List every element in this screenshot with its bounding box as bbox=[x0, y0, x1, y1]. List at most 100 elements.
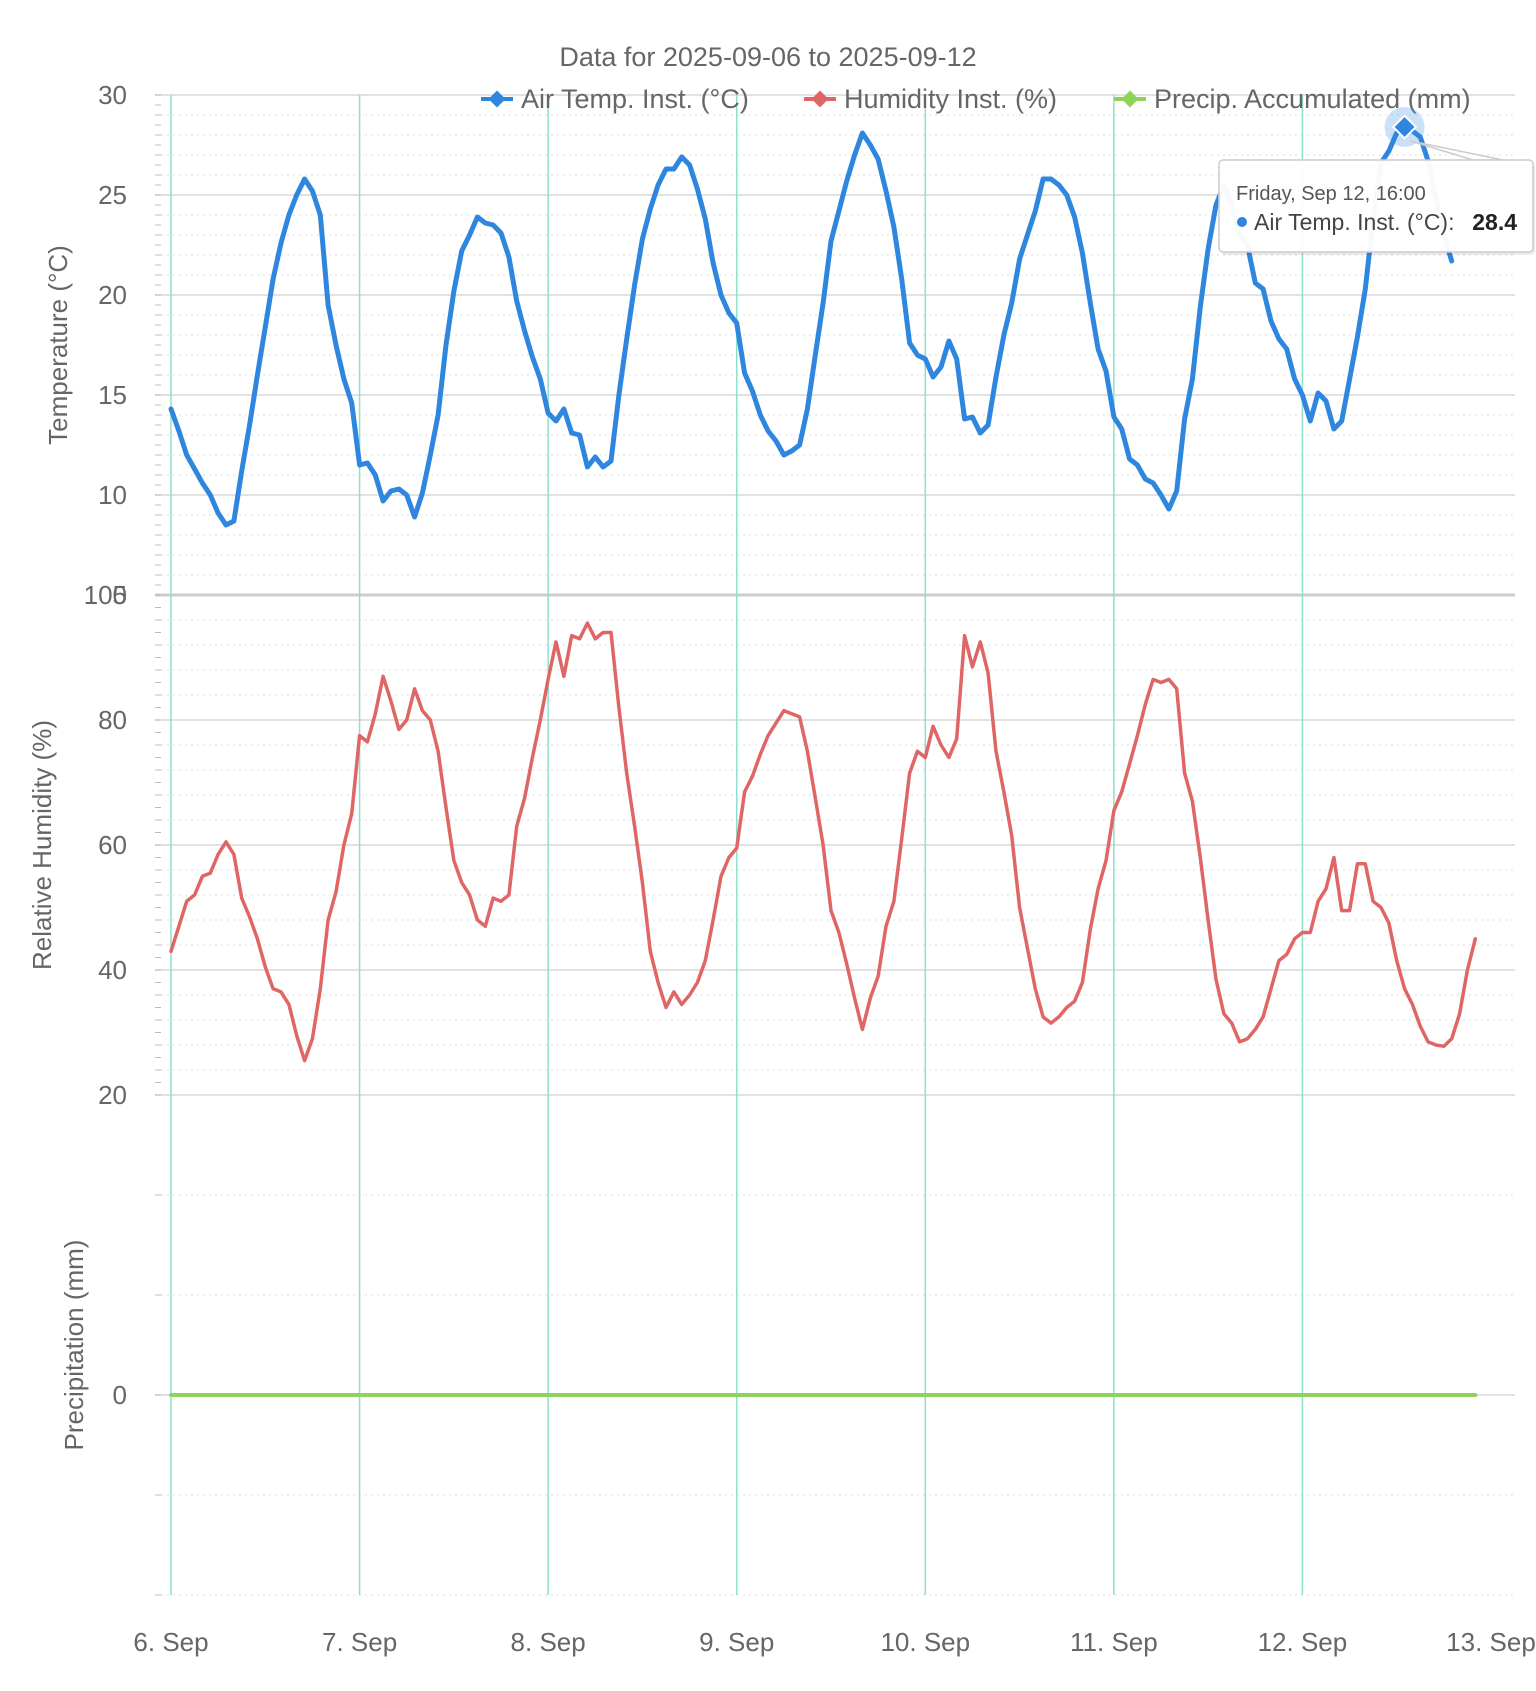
air-temp-point bbox=[696, 188, 699, 190]
air-temp-point bbox=[814, 354, 816, 356]
humidity-point bbox=[1309, 931, 1311, 934]
humidity-point bbox=[1152, 678, 1154, 681]
air-temp-point bbox=[767, 430, 769, 432]
air-temp-point bbox=[854, 154, 856, 156]
air-temp-point bbox=[634, 284, 636, 286]
air-temp-point bbox=[256, 374, 258, 376]
air-temp-point bbox=[751, 390, 754, 392]
air-temp-point bbox=[649, 208, 651, 210]
air-temp-point bbox=[1136, 464, 1138, 466]
humidity-point bbox=[932, 725, 934, 727]
humidity-point bbox=[979, 641, 981, 643]
humidity-point bbox=[1184, 772, 1186, 774]
air-temp-point bbox=[170, 408, 172, 410]
legend-label: Humidity Inst. (%) bbox=[844, 84, 1057, 114]
air-temp-point bbox=[461, 250, 463, 252]
humidity-point bbox=[1074, 1000, 1076, 1002]
air-temp-point bbox=[280, 242, 282, 244]
air-temp-point bbox=[1215, 204, 1217, 206]
humidity-point bbox=[1191, 800, 1193, 802]
air-temp-point bbox=[343, 378, 345, 380]
legend-item-air-temp-inst-c[interactable]: Air Temp. Inst. (°C) bbox=[481, 84, 749, 114]
humidity-point bbox=[1317, 900, 1319, 902]
air-temp-point bbox=[555, 420, 557, 422]
air-temp-point bbox=[728, 312, 730, 314]
humidity-point bbox=[1372, 900, 1374, 902]
humidity-point bbox=[948, 756, 950, 759]
air-temp-point bbox=[201, 482, 203, 484]
air-temp-point bbox=[1097, 348, 1099, 350]
humidity-point bbox=[1341, 910, 1343, 912]
air-temp-point bbox=[838, 210, 840, 212]
humidity-point bbox=[861, 1028, 864, 1030]
humidity-point bbox=[1411, 1003, 1413, 1006]
humidity-point bbox=[696, 981, 699, 984]
humidity-point bbox=[1443, 1045, 1445, 1047]
air-temp-point bbox=[830, 240, 832, 242]
humidity-point bbox=[186, 900, 188, 902]
air-temp-point bbox=[437, 414, 439, 416]
air-temp-point bbox=[995, 376, 997, 378]
air-temp-point bbox=[916, 354, 919, 356]
air-temp-point bbox=[429, 454, 431, 456]
humidity-point bbox=[374, 713, 376, 715]
x-tick-label: 6. Sep bbox=[133, 1627, 208, 1657]
humidity-point bbox=[178, 925, 180, 927]
humidity-point bbox=[704, 960, 706, 962]
y-axis-title: Precipitation (mm) bbox=[59, 1240, 89, 1451]
air-temp-point bbox=[272, 278, 274, 280]
humidity-point bbox=[1136, 735, 1138, 737]
x-tick-label: 13. Sep bbox=[1446, 1627, 1536, 1657]
air-temp-point bbox=[1081, 252, 1083, 254]
humidity-point bbox=[390, 700, 392, 702]
air-temp-point bbox=[610, 460, 612, 462]
humidity-point bbox=[1474, 938, 1476, 940]
humidity-point bbox=[1215, 978, 1217, 981]
humidity-point bbox=[854, 997, 856, 999]
legend-item-precip-accumulated-mm[interactable]: Precip. Accumulated (mm) bbox=[1114, 84, 1471, 114]
air-temp-point bbox=[571, 432, 573, 434]
humidity-point bbox=[649, 950, 651, 952]
legend-item-humidity-inst[interactable]: Humidity Inst. (%) bbox=[804, 84, 1057, 114]
humidity-point bbox=[406, 719, 408, 721]
humidity-point bbox=[1081, 981, 1083, 984]
humidity-point bbox=[791, 713, 793, 715]
legend: Air Temp. Inst. (°C) Humidity Inst. (%) Pr… bbox=[481, 84, 1471, 114]
air-temp-point bbox=[987, 424, 989, 426]
air-temp-point bbox=[1270, 320, 1272, 322]
humidity-point bbox=[1333, 856, 1335, 859]
humidity-point bbox=[1097, 888, 1099, 890]
air-temp-point bbox=[516, 300, 518, 302]
humidity-point bbox=[539, 719, 541, 721]
air-temp-point bbox=[1364, 288, 1366, 290]
tooltip-header: Friday, Sep 12, 16:00 bbox=[1236, 183, 1426, 205]
air-temp-point bbox=[547, 412, 549, 414]
humidity-point bbox=[288, 1003, 290, 1006]
hover-marker[interactable] bbox=[1391, 114, 1418, 140]
humidity-point bbox=[987, 672, 989, 674]
humidity-point bbox=[1301, 931, 1303, 934]
air-temp-point bbox=[956, 358, 958, 360]
air-temp-point bbox=[641, 238, 644, 240]
legend-symbol-marker bbox=[488, 90, 506, 108]
air-temp-point bbox=[445, 344, 447, 346]
humidity-point bbox=[995, 750, 997, 752]
humidity-point bbox=[1144, 703, 1146, 706]
humidity-point bbox=[241, 897, 243, 899]
humidity-tick-label: 60 bbox=[98, 830, 127, 860]
air-temp-point bbox=[822, 302, 824, 304]
air-temp-point bbox=[414, 516, 416, 518]
air-temp-point bbox=[1396, 132, 1398, 134]
air-temp-point bbox=[861, 132, 864, 134]
humidity-point bbox=[1364, 863, 1366, 865]
humidity-point bbox=[547, 678, 549, 681]
air-temp-point bbox=[225, 524, 227, 526]
air-temp-point bbox=[304, 178, 306, 180]
humidity-point bbox=[901, 838, 903, 840]
air-temp-point bbox=[421, 492, 423, 494]
air-temp-point bbox=[1325, 400, 1327, 402]
humidity-point bbox=[1254, 1028, 1256, 1030]
x-tick-label: 8. Sep bbox=[511, 1627, 586, 1657]
humidity-point bbox=[524, 797, 526, 799]
humidity-point bbox=[1325, 888, 1327, 890]
